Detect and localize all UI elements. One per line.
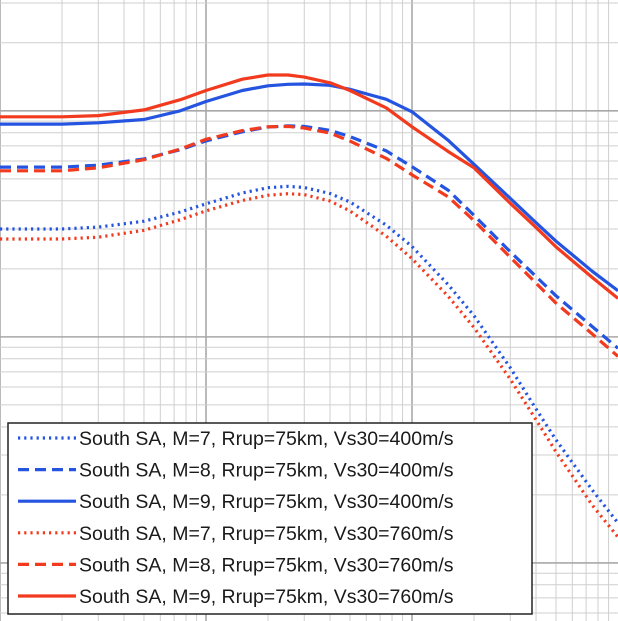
legend-label-4: South SA, M=7, Rrup=75km, Vs30=760m/s bbox=[79, 523, 454, 545]
series-layer bbox=[0, 73, 618, 539]
series-line-1 bbox=[0, 184, 618, 525]
legend-label-2: South SA, M=8, Rrup=75km, Vs30=400m/s bbox=[79, 460, 454, 482]
series-line-6 bbox=[0, 73, 618, 300]
legend-label-6: South SA, M=9, Rrup=75km, Vs30=760m/s bbox=[79, 586, 454, 608]
legend-label-3: South SA, M=9, Rrup=75km, Vs30=400m/s bbox=[79, 491, 454, 513]
legend-entries: South SA, M=7, Rrup=75km, Vs30=400m/s Sou… bbox=[18, 428, 454, 608]
series-line-5 bbox=[0, 124, 618, 358]
legend-box bbox=[7, 422, 533, 615]
series-line-3 bbox=[0, 82, 618, 292]
legend-label-1: South SA, M=7, Rrup=75km, Vs30=400m/s bbox=[79, 428, 454, 450]
series-line-2 bbox=[0, 124, 618, 350]
series-line-4 bbox=[0, 192, 618, 539]
legend-label-5: South SA, M=8, Rrup=75km, Vs30=760m/s bbox=[79, 554, 454, 576]
legend: South SA, M=7, Rrup=75km, Vs30=400m/s Sou… bbox=[7, 422, 533, 615]
